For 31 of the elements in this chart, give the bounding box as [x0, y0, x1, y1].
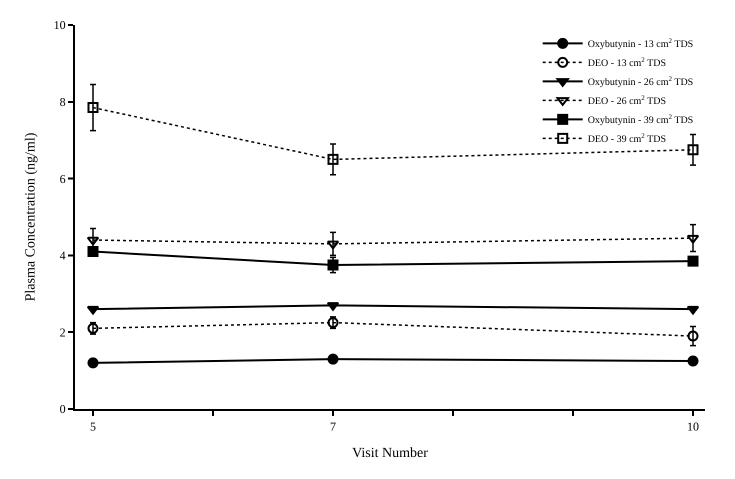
x-tick-label: 10 [687, 419, 699, 434]
legend-label: DEO - 39 cm$^{2}$ TDS [588, 132, 666, 146]
point [88, 357, 98, 368]
point [88, 102, 98, 114]
y-axis-title: Plasma Concentration (ng/ml) [24, 132, 39, 302]
x-tick-label: 7 [330, 419, 336, 434]
point [688, 330, 698, 342]
y-tick-label: 0 [60, 402, 66, 416]
point [328, 354, 338, 365]
legend-label: Oxybutynin - 39 cm$^{2}$ TDS [588, 113, 694, 126]
y-tick-label: 4 [60, 248, 66, 263]
point [688, 356, 698, 366]
point [328, 154, 338, 165]
legend-label: DEO - 13 cm$^{2}$ TDS [588, 56, 666, 70]
legend-label: Oxybutynin - 13 cm$^{2}$ TDS [588, 37, 694, 50]
legend-label: Oxybutynin - 26 cm$^{2}$ TDS [588, 75, 694, 88]
legend-label: DEO - 26 cm$^{2}$ TDS [588, 94, 666, 108]
y-tick-label: 10 [54, 18, 66, 32]
point [688, 256, 698, 267]
point [686, 306, 700, 315]
y-tick-label: 8 [60, 95, 66, 109]
x-axis-title: Visit Number [352, 446, 428, 462]
y-tick-label: 2 [60, 325, 66, 340]
x-tick-label: 5 [90, 419, 96, 434]
point [328, 260, 338, 270]
point [688, 144, 698, 156]
y-tick-label: 6 [60, 172, 66, 186]
point [88, 246, 98, 258]
point [86, 306, 100, 315]
point [686, 234, 700, 244]
point [86, 236, 100, 246]
